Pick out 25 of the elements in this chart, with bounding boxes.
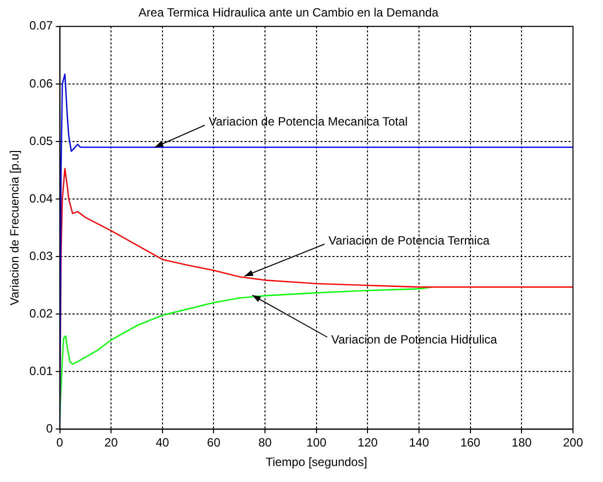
y-tick-label: 0.06: [29, 76, 54, 90]
x-tick-label: 40: [156, 436, 170, 450]
x-axis-title: Tiempo [segundos]: [266, 455, 368, 470]
y-tick-label: 0: [46, 422, 54, 436]
x-tick-label: 140: [409, 436, 430, 450]
x-tick-label: 120: [358, 436, 378, 450]
y-tick-label: 0.02: [29, 306, 54, 320]
y-tick-label: 0.05: [29, 134, 54, 148]
chart-title: Area Termica Hidraulica ante un Cambio en la Demanda: [138, 6, 439, 20]
annotation: Variacion de Potencia Termica: [328, 233, 490, 248]
y-tick-label: 0.07: [29, 18, 54, 33]
x-tick-label: 80: [258, 436, 272, 450]
y-tick-label: 0.04: [29, 191, 54, 206]
x-tick-label: 180: [512, 436, 532, 450]
x-tick-label: 0: [56, 436, 64, 450]
annotation: Variacion de Potencia Mecanica Total: [208, 114, 408, 129]
y-tick-label: 0.03: [29, 248, 54, 263]
x-tick-label: 20: [104, 436, 118, 450]
y-axis-title: Variacion de Frecuencia [p.u]: [8, 150, 22, 306]
x-tick-label: 200: [562, 436, 584, 450]
x-tick-label: 100: [306, 436, 327, 450]
annotation: Variacion de Potencia Hidrulica: [331, 332, 498, 346]
x-tick-label: 60: [207, 436, 221, 450]
y-tick-label: 0.01: [29, 364, 54, 378]
x-tick-label: 160: [460, 436, 481, 450]
